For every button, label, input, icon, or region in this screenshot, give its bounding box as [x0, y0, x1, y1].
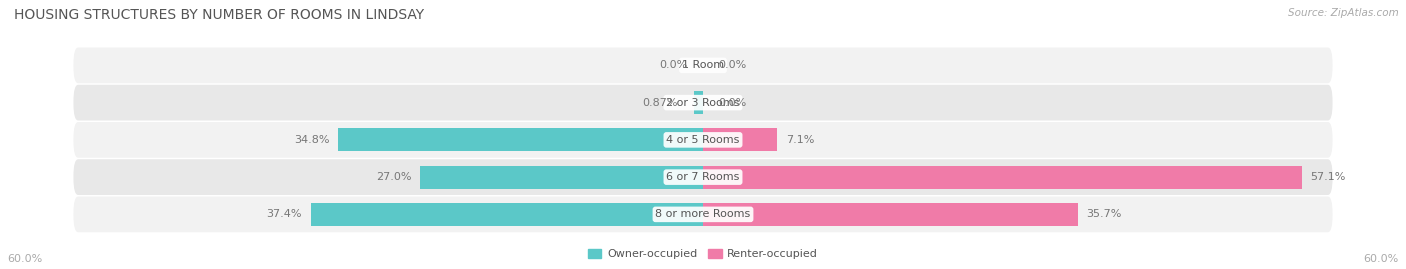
Bar — [703, 203, 1077, 226]
Text: 6 or 7 Rooms: 6 or 7 Rooms — [666, 172, 740, 182]
FancyBboxPatch shape — [73, 85, 1333, 121]
Bar — [695, 91, 703, 114]
Text: 34.8%: 34.8% — [294, 135, 329, 145]
Text: 1 Room: 1 Room — [682, 60, 724, 70]
Text: 35.7%: 35.7% — [1085, 209, 1122, 220]
Text: 8 or more Rooms: 8 or more Rooms — [655, 209, 751, 220]
Bar — [703, 128, 778, 151]
FancyBboxPatch shape — [73, 48, 1333, 83]
Bar — [311, 203, 703, 226]
Text: 37.4%: 37.4% — [267, 209, 302, 220]
Text: 0.87%: 0.87% — [643, 98, 678, 108]
Text: 0.0%: 0.0% — [718, 98, 747, 108]
Text: HOUSING STRUCTURES BY NUMBER OF ROOMS IN LINDSAY: HOUSING STRUCTURES BY NUMBER OF ROOMS IN… — [14, 8, 425, 22]
Bar — [703, 166, 1302, 189]
Legend: Owner-occupied, Renter-occupied: Owner-occupied, Renter-occupied — [583, 244, 823, 263]
Text: 7.1%: 7.1% — [786, 135, 814, 145]
Text: 57.1%: 57.1% — [1310, 172, 1346, 182]
Text: 0.0%: 0.0% — [659, 60, 688, 70]
Bar — [337, 128, 703, 151]
Text: 0.0%: 0.0% — [718, 60, 747, 70]
Text: 60.0%: 60.0% — [7, 254, 42, 264]
Bar — [420, 166, 703, 189]
Text: Source: ZipAtlas.com: Source: ZipAtlas.com — [1288, 8, 1399, 18]
Text: 27.0%: 27.0% — [375, 172, 412, 182]
Text: 2 or 3 Rooms: 2 or 3 Rooms — [666, 98, 740, 108]
Text: 60.0%: 60.0% — [1364, 254, 1399, 264]
Text: 4 or 5 Rooms: 4 or 5 Rooms — [666, 135, 740, 145]
FancyBboxPatch shape — [73, 159, 1333, 195]
FancyBboxPatch shape — [73, 196, 1333, 232]
FancyBboxPatch shape — [73, 122, 1333, 158]
